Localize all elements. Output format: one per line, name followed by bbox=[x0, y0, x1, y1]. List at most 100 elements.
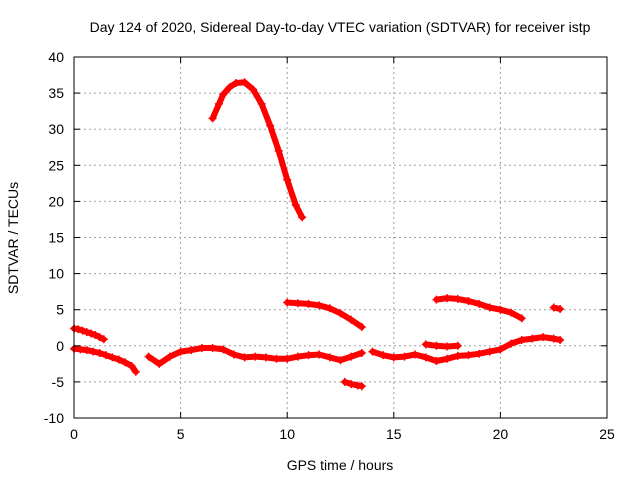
data-point bbox=[443, 354, 452, 363]
data-point bbox=[539, 333, 548, 342]
data-point bbox=[293, 352, 302, 361]
x-tick-label: 5 bbox=[177, 426, 185, 442]
data-point bbox=[432, 356, 441, 365]
y-tick-label: 30 bbox=[48, 121, 64, 137]
data-point bbox=[340, 377, 349, 386]
data-point bbox=[325, 304, 334, 313]
data-point bbox=[232, 78, 241, 87]
data-point bbox=[99, 335, 108, 344]
data-point bbox=[443, 294, 452, 303]
x-axis-label: GPS time / hours bbox=[287, 457, 394, 473]
data-point bbox=[293, 299, 302, 308]
series-arc-2 bbox=[70, 344, 140, 376]
data-point bbox=[78, 326, 87, 335]
data-point bbox=[283, 175, 292, 184]
chart-title: Day 124 of 2020, Sidereal Day-to-day VTE… bbox=[90, 19, 591, 35]
data-point bbox=[208, 114, 217, 123]
data-point bbox=[274, 146, 283, 155]
y-tick-label: 35 bbox=[48, 85, 64, 101]
series-arc-7 bbox=[368, 333, 565, 365]
data-point bbox=[272, 354, 281, 363]
data-point bbox=[357, 382, 366, 391]
data-point bbox=[336, 356, 345, 365]
data-point bbox=[325, 353, 334, 362]
data-point bbox=[379, 351, 388, 360]
data-point bbox=[95, 333, 104, 342]
series-band bbox=[71, 345, 139, 375]
series-arc-6 bbox=[340, 377, 366, 391]
data-point bbox=[432, 295, 441, 304]
data-point bbox=[82, 346, 91, 355]
y-tick-label: 20 bbox=[48, 193, 64, 209]
data-point bbox=[475, 349, 484, 358]
data-point bbox=[464, 297, 473, 306]
y-tick-label: 0 bbox=[56, 338, 64, 354]
data-point bbox=[114, 355, 123, 364]
axis-ticks: 0 5 10 15 20 25 -10 -5 0 5 10 15 20 25 30 35 40 bbox=[44, 49, 615, 442]
data-point bbox=[496, 305, 505, 314]
data-point bbox=[121, 358, 130, 367]
data-point bbox=[507, 308, 516, 317]
data-point bbox=[82, 328, 91, 337]
data-point bbox=[485, 303, 494, 312]
data-point bbox=[496, 345, 505, 354]
data-point bbox=[101, 351, 110, 360]
data-point bbox=[368, 347, 377, 356]
data-point bbox=[251, 352, 260, 361]
data-point bbox=[400, 352, 409, 361]
x-tick-label: 15 bbox=[386, 426, 402, 442]
x-tick-label: 25 bbox=[599, 426, 615, 442]
data-point bbox=[411, 350, 420, 359]
x-tick-label: 20 bbox=[493, 426, 509, 442]
data-point bbox=[421, 340, 430, 349]
series-arc-9 bbox=[432, 294, 526, 323]
data-point bbox=[208, 343, 217, 352]
data-point bbox=[131, 367, 140, 376]
y-tick-label: 10 bbox=[48, 266, 64, 282]
data-point bbox=[298, 213, 307, 222]
data-point bbox=[304, 351, 313, 360]
data-point bbox=[347, 315, 356, 324]
data-point bbox=[304, 299, 313, 308]
data-point bbox=[261, 353, 270, 362]
data-point bbox=[91, 330, 100, 339]
data-point bbox=[214, 99, 223, 108]
data-point bbox=[187, 346, 196, 355]
data-point bbox=[315, 350, 324, 359]
y-tick-label: 5 bbox=[56, 302, 64, 318]
data-point bbox=[528, 334, 537, 343]
series-band bbox=[422, 341, 461, 350]
data-point bbox=[89, 347, 98, 356]
data-point bbox=[347, 380, 356, 389]
data-point bbox=[108, 353, 117, 362]
y-tick-label: 40 bbox=[48, 49, 64, 65]
data-point bbox=[266, 121, 275, 130]
series-arc-4 bbox=[208, 78, 307, 222]
data-point bbox=[240, 78, 249, 87]
data-point bbox=[197, 343, 206, 352]
data-point bbox=[556, 336, 565, 345]
data-point bbox=[475, 299, 484, 308]
data-point bbox=[257, 99, 266, 108]
data-point bbox=[357, 349, 366, 358]
data-point bbox=[556, 304, 565, 313]
data-point bbox=[155, 359, 164, 368]
series-arc-5 bbox=[283, 298, 366, 332]
data-point bbox=[517, 314, 526, 323]
data-point bbox=[389, 353, 398, 362]
data-point bbox=[291, 201, 300, 210]
data-point bbox=[336, 309, 345, 318]
data-point bbox=[357, 323, 366, 332]
data-point bbox=[453, 341, 462, 350]
series-arc-8 bbox=[421, 340, 462, 351]
data-point bbox=[453, 351, 462, 360]
data-point bbox=[87, 329, 96, 338]
y-tick-label: -10 bbox=[44, 410, 64, 426]
data-point bbox=[443, 342, 452, 351]
series-arc-1 bbox=[70, 324, 108, 344]
y-tick-label: 15 bbox=[48, 230, 64, 246]
data-point bbox=[549, 334, 558, 343]
data-point bbox=[315, 301, 324, 310]
data-point bbox=[249, 85, 258, 94]
series-arc-3 bbox=[144, 343, 366, 368]
